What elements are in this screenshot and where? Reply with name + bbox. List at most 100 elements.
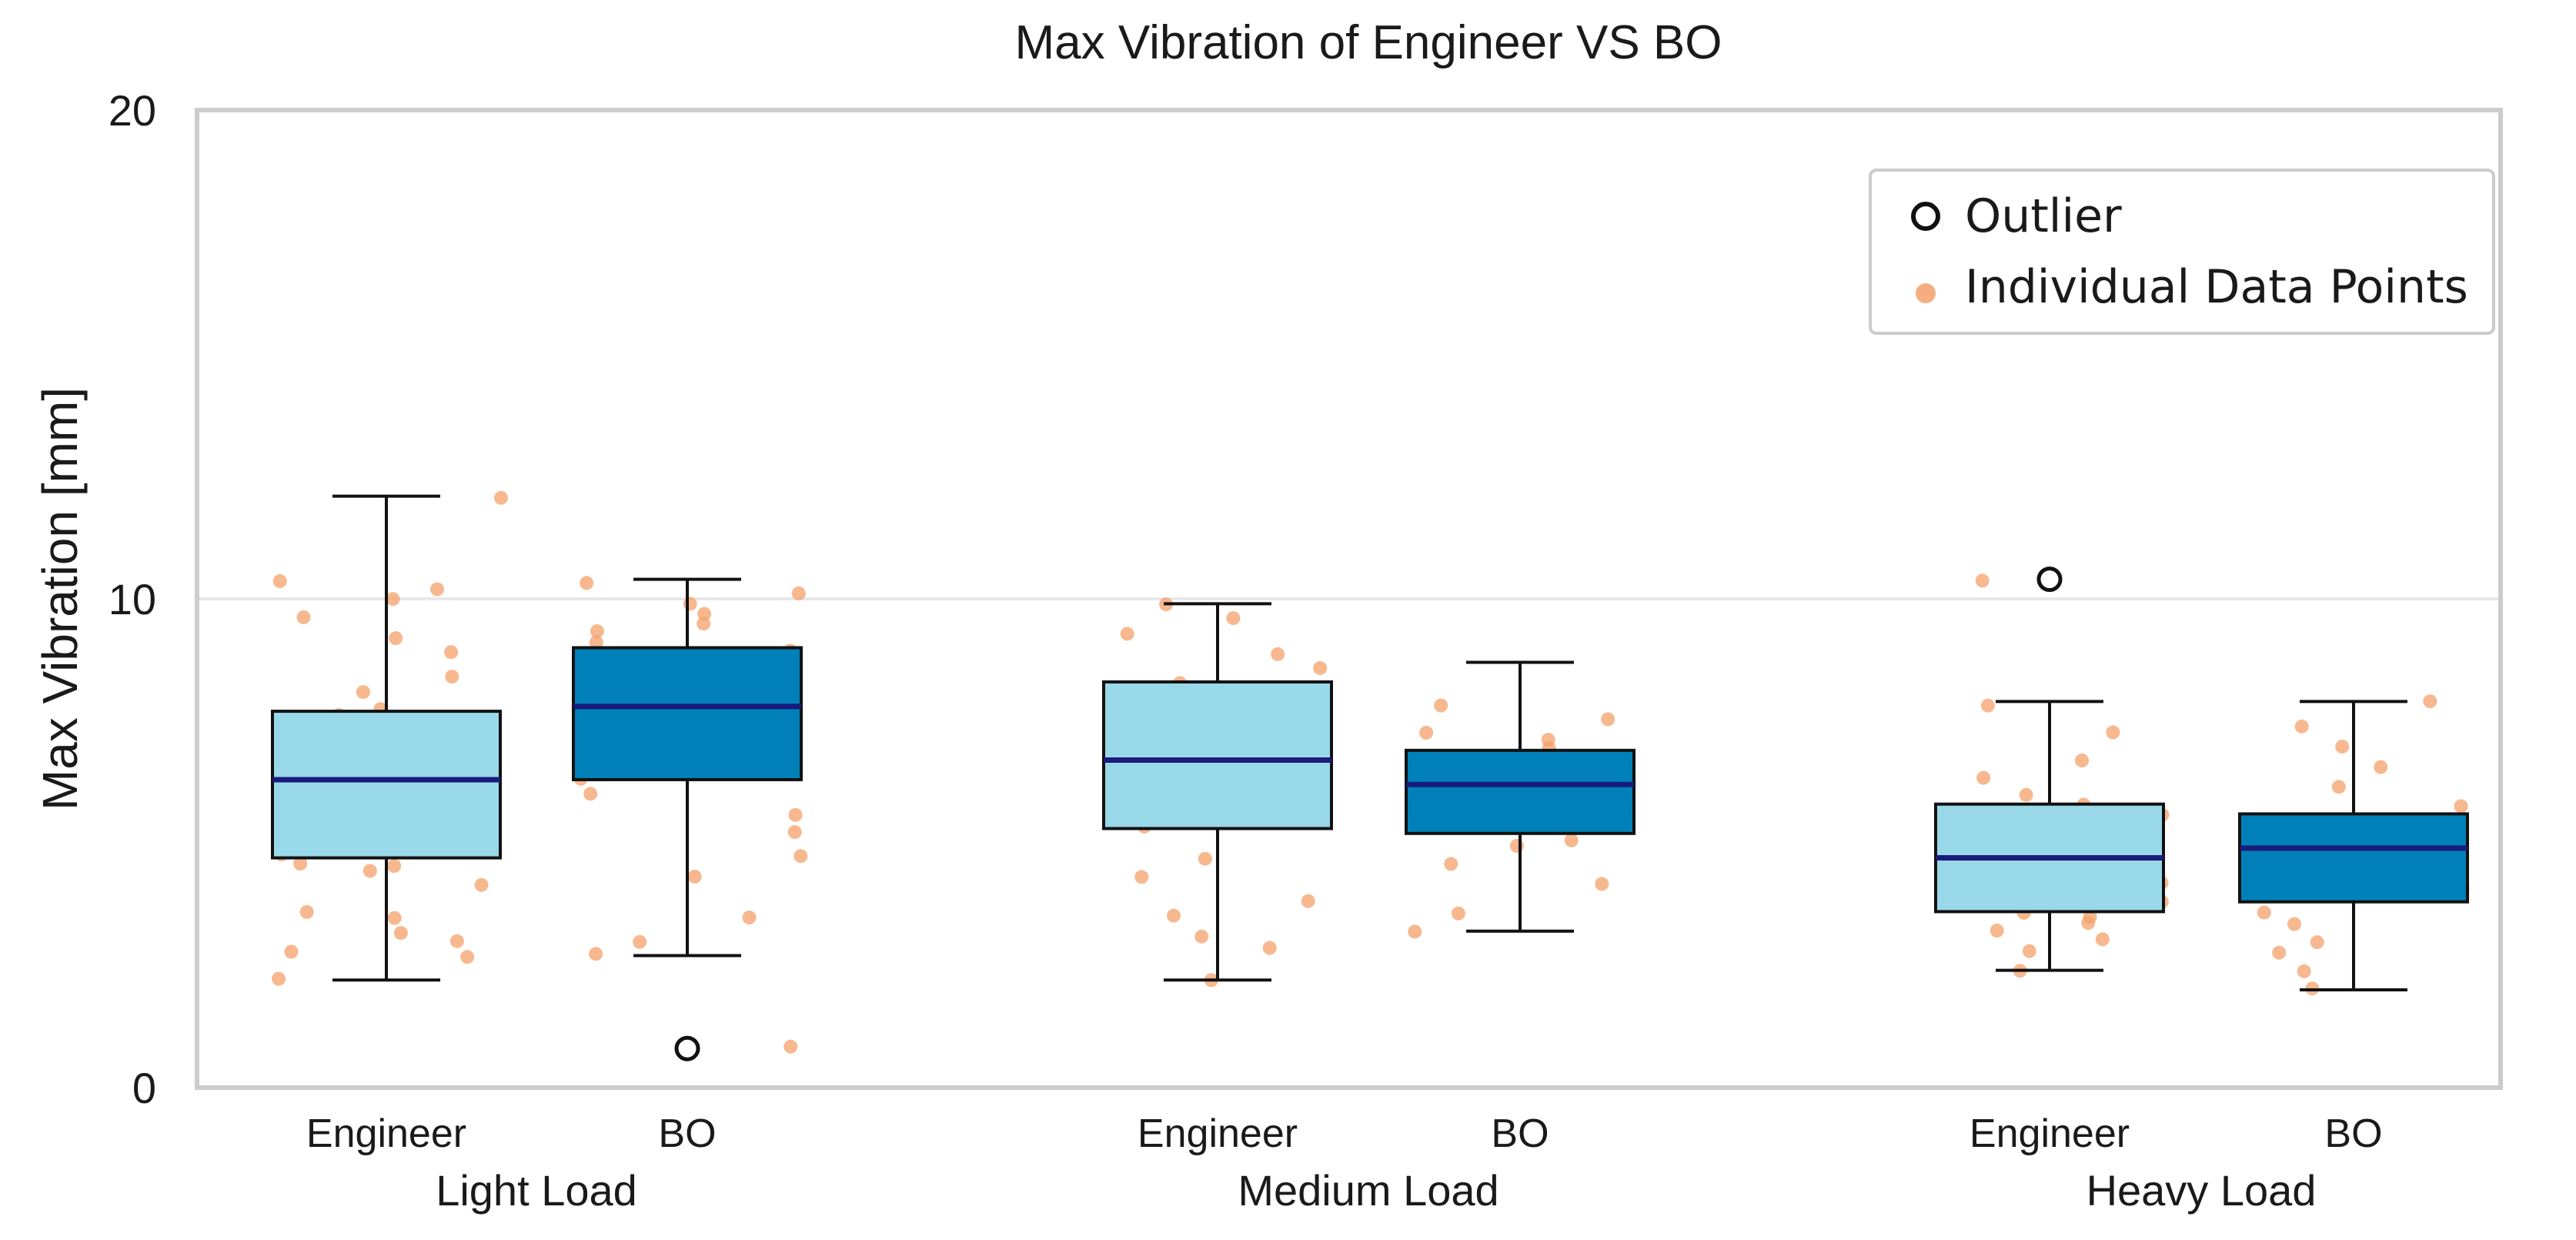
data-point bbox=[2294, 719, 2309, 734]
legend-points-label: Individual Data Points bbox=[1965, 260, 2468, 314]
data-point bbox=[589, 635, 603, 650]
data-point bbox=[1990, 924, 2004, 938]
data-point bbox=[687, 869, 702, 884]
data-point bbox=[1541, 733, 1555, 747]
data-point bbox=[2331, 780, 2346, 794]
y-axis-label: Max Vibration [mm] bbox=[32, 387, 88, 811]
data-point bbox=[356, 685, 370, 700]
data-point bbox=[1226, 611, 1241, 626]
data-point bbox=[1134, 870, 1149, 884]
data-point bbox=[2310, 935, 2324, 950]
box-iqr bbox=[572, 646, 803, 781]
data-point bbox=[389, 631, 403, 646]
x-tick-label-engineer: Engineer bbox=[1970, 1111, 2130, 1156]
data-point bbox=[1419, 726, 1434, 740]
box-medium-load-bo bbox=[1405, 660, 1635, 933]
data-point bbox=[2075, 754, 2089, 767]
data-point bbox=[1975, 573, 1990, 588]
y-axis-ticks: 0 10 20 bbox=[109, 86, 156, 1112]
data-point bbox=[783, 1039, 798, 1054]
box-iqr bbox=[271, 710, 502, 860]
legend: Outlier Individual Data Points bbox=[1869, 169, 2495, 335]
data-point bbox=[1262, 941, 1277, 955]
data-point bbox=[460, 950, 475, 964]
data-point bbox=[787, 825, 802, 839]
data-point bbox=[284, 944, 299, 959]
data-point bbox=[1198, 851, 1212, 866]
data-point bbox=[2083, 910, 2097, 924]
data-point bbox=[363, 864, 377, 878]
data-point bbox=[1301, 894, 1315, 908]
data-point bbox=[272, 971, 286, 986]
x-tick-label-bo: BO bbox=[658, 1111, 716, 1156]
box-iqr bbox=[1102, 680, 1333, 831]
data-point bbox=[1194, 929, 1209, 944]
data-point bbox=[1434, 698, 1448, 713]
x-tick-label-engineer: Engineer bbox=[1138, 1111, 1298, 1156]
data-point bbox=[791, 586, 806, 600]
x-tick-label-engineer: Engineer bbox=[306, 1111, 466, 1156]
data-point bbox=[2022, 944, 2036, 958]
box-medium-load-engineer bbox=[1102, 602, 1333, 982]
data-point bbox=[794, 849, 808, 864]
data-point bbox=[387, 859, 402, 874]
y-tick-label: 0 bbox=[132, 1064, 156, 1112]
data-point bbox=[1444, 857, 1458, 871]
x-tick-label-bo: BO bbox=[2324, 1111, 2382, 1156]
y-tick-label: 20 bbox=[109, 86, 156, 135]
group-label-heavy-load: Heavy Load bbox=[2087, 1166, 2317, 1215]
data-point bbox=[742, 911, 757, 924]
data-point bbox=[1167, 908, 1181, 923]
data-point bbox=[2374, 760, 2388, 774]
box-heavy-load-engineer bbox=[1934, 700, 2165, 972]
x-tick-label-bo: BO bbox=[1491, 1111, 1549, 1156]
data-point bbox=[445, 670, 459, 684]
data-point bbox=[2335, 740, 2350, 754]
data-point bbox=[2287, 917, 2301, 931]
data-point bbox=[2297, 964, 2311, 978]
box-light-load-bo bbox=[572, 577, 803, 958]
data-point bbox=[430, 582, 444, 597]
data-point bbox=[2095, 932, 2110, 947]
box-series bbox=[271, 494, 2469, 991]
data-point bbox=[2423, 694, 2437, 709]
data-point bbox=[1271, 647, 1285, 661]
x-axis-labels: Engineer BO Light Load Engineer BO Medium Loa… bbox=[306, 1111, 2383, 1215]
data-point bbox=[2272, 945, 2287, 960]
group-label-light-load: Light Load bbox=[436, 1166, 637, 1215]
data-point bbox=[474, 877, 489, 892]
data-point bbox=[449, 934, 464, 948]
data-point bbox=[444, 645, 459, 660]
data-point bbox=[393, 926, 408, 941]
data-point bbox=[1408, 924, 1422, 939]
legend-outlier-label: Outlier bbox=[1965, 189, 2122, 243]
data-point bbox=[1980, 698, 1995, 713]
data-point bbox=[1564, 833, 1579, 847]
data-point bbox=[1595, 877, 1609, 891]
data-point bbox=[633, 934, 647, 949]
data-point bbox=[272, 574, 287, 588]
box-heavy-load-bo bbox=[2238, 700, 2469, 991]
data-point bbox=[2454, 799, 2468, 814]
data-point bbox=[1120, 627, 1134, 641]
data-point bbox=[589, 947, 603, 961]
legend-points-marker bbox=[1916, 283, 1936, 303]
data-point bbox=[580, 576, 594, 590]
data-point bbox=[1451, 906, 1465, 921]
data-point bbox=[788, 807, 803, 822]
legend-frame bbox=[1869, 169, 2495, 335]
data-point bbox=[293, 857, 308, 871]
data-point bbox=[697, 607, 712, 621]
data-point bbox=[683, 597, 697, 611]
data-point bbox=[494, 490, 508, 505]
outliers bbox=[674, 567, 2063, 1061]
data-point bbox=[386, 592, 400, 607]
data-point bbox=[1313, 661, 1328, 675]
data-point bbox=[299, 904, 314, 919]
chart-title: Max Vibration of Engineer VS BO bbox=[1014, 16, 1722, 69]
data-point bbox=[387, 911, 402, 925]
outlier-point bbox=[2036, 567, 2063, 593]
box-iqr bbox=[2238, 812, 2469, 904]
group-label-medium-load: Medium Load bbox=[1238, 1166, 1498, 1215]
